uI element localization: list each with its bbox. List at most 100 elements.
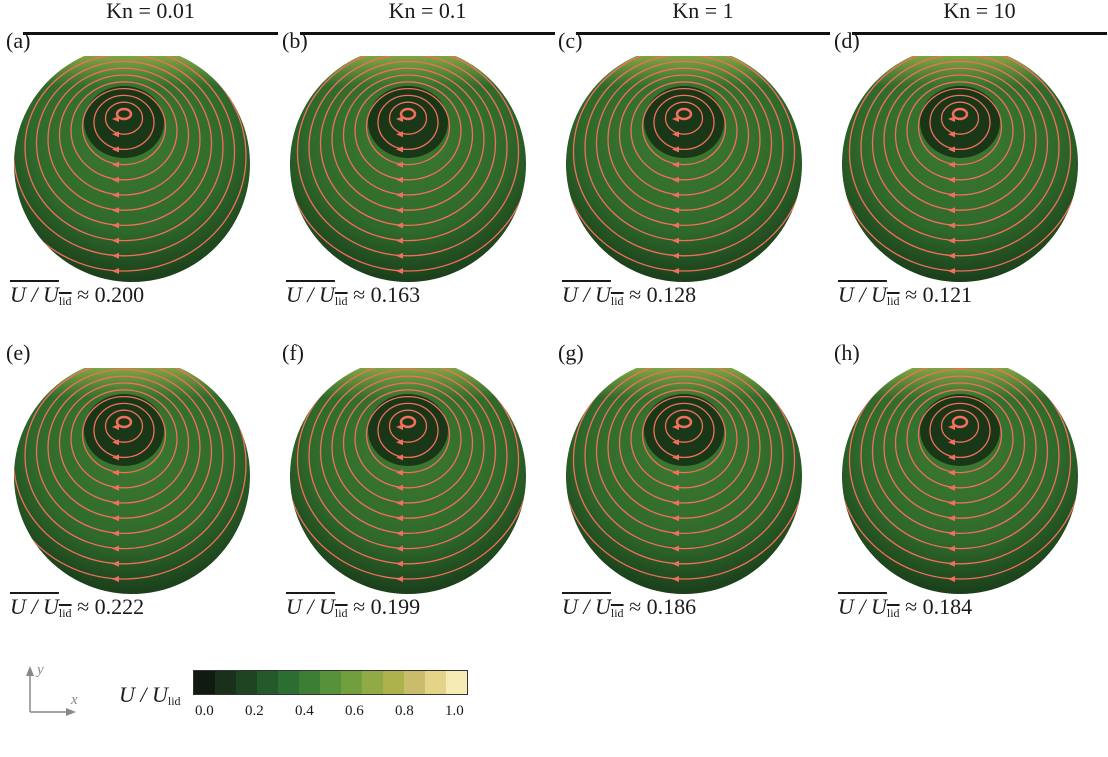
streamline	[47, 67, 201, 211]
colorbar-swatch	[236, 671, 257, 694]
flow-arrow	[948, 252, 955, 259]
streamline	[14, 368, 236, 565]
streamline	[883, 375, 1037, 519]
flow-arrow	[672, 222, 679, 229]
streamline	[14, 56, 247, 272]
streamline	[399, 107, 417, 121]
streamline	[24, 368, 224, 550]
streamline	[894, 382, 1026, 504]
flow-arrow	[948, 515, 955, 522]
streamline	[14, 56, 236, 257]
flow-arrow	[112, 545, 119, 552]
panel-label: (c)	[558, 28, 583, 53]
streamline	[618, 382, 750, 504]
flow-field	[842, 368, 1079, 594]
panel-label: (d)	[834, 28, 860, 53]
flow-arrow	[948, 469, 955, 476]
flow-arrow	[948, 116, 955, 122]
flow-arrow	[396, 454, 403, 461]
streamline	[58, 382, 190, 504]
streamline	[290, 368, 527, 580]
flow-arrow	[396, 161, 403, 168]
streamline	[951, 107, 969, 121]
panel-label: (f)	[282, 340, 304, 365]
colorbar-tick-label: 0.2	[245, 703, 264, 719]
streamline	[290, 56, 527, 272]
streamline	[917, 395, 1003, 474]
flow-arrow	[672, 424, 679, 430]
panel: (e) U / Ulid ≈ 0.222	[0, 340, 265, 630]
streamline	[675, 415, 693, 429]
flow-arrow	[948, 439, 955, 446]
flow-arrow	[396, 176, 403, 183]
streamline	[595, 60, 773, 227]
flow-arrow	[396, 500, 403, 506]
streamline	[331, 67, 485, 211]
streamline	[641, 395, 727, 474]
panel: (h) U / Ulid ≈ 0.184	[828, 340, 1093, 630]
streamline	[860, 368, 1060, 550]
colorbar-swatch	[362, 671, 383, 694]
flow-arrow	[672, 176, 679, 183]
flow-arrow	[396, 545, 403, 552]
flow-arrow	[948, 545, 955, 552]
panel: (d) U / Ulid ≈ 0.121	[828, 28, 1093, 318]
streamline	[595, 368, 773, 535]
mean-velocity: U / Ulid ≈ 0.121	[838, 282, 973, 308]
streamline	[354, 81, 462, 181]
flow-arrow	[672, 515, 679, 522]
streamline	[47, 375, 201, 519]
panel-label: (a)	[6, 28, 31, 53]
streamline	[104, 409, 144, 443]
streamline	[81, 87, 167, 166]
flow-field	[566, 56, 803, 282]
mean-velocity: U / Ulid ≈ 0.186	[562, 594, 697, 620]
streamline	[58, 74, 190, 196]
streamline	[906, 81, 1014, 181]
axis-label-y: y	[35, 662, 44, 678]
flow-arrow	[112, 176, 119, 183]
flow-arrow	[396, 116, 403, 122]
colorbar-tick-label: 0.0	[195, 703, 214, 719]
flow-arrow	[948, 131, 955, 138]
flow-arrow	[112, 131, 119, 138]
streamline	[365, 87, 451, 166]
flow-arrow	[112, 192, 119, 198]
streamline	[308, 56, 508, 242]
streamline	[377, 94, 439, 151]
streamline	[871, 368, 1049, 535]
streamline	[653, 402, 715, 459]
streamline	[319, 60, 497, 227]
streamline	[342, 74, 474, 196]
column-header-kn-0-1: Kn = 0.1	[300, 0, 555, 35]
flow-arrow	[112, 207, 119, 214]
flow-arrow	[112, 530, 119, 537]
colorbar-swatch	[383, 671, 404, 694]
streamline	[81, 395, 167, 474]
flow-arrow	[396, 207, 403, 214]
streamline	[93, 94, 155, 151]
mean-velocity: U / Ulid ≈ 0.199	[286, 594, 421, 620]
flow-arrow	[396, 146, 403, 153]
colorbar-tick-label: 0.8	[395, 703, 414, 719]
column-header-kn-10: Kn = 10	[852, 0, 1107, 35]
flow-arrow	[672, 131, 679, 138]
streamline	[940, 101, 980, 135]
panel: (c) U / Ulid ≈ 0.128	[552, 28, 817, 318]
column-header-kn-1: Kn = 1	[576, 0, 830, 35]
legend: y x U / Ulid 0.0 0.2 0.4 0.6 0.8 1.0	[15, 660, 495, 750]
colorbar-swatch	[257, 671, 278, 694]
flow-arrow	[112, 454, 119, 461]
streamline	[607, 375, 761, 519]
axis-label-x: x	[70, 692, 78, 708]
flow-arrow	[672, 469, 679, 476]
colorbar-swatch	[215, 671, 236, 694]
flow-arrow	[112, 515, 119, 522]
streamline	[940, 409, 980, 443]
flow-arrow	[112, 252, 119, 259]
flow-arrow	[672, 545, 679, 552]
mean-velocity: U / Ulid ≈ 0.128	[562, 282, 697, 308]
flow-arrow	[672, 192, 679, 198]
streamline	[115, 415, 133, 429]
legend-title: U / Ulid	[119, 682, 181, 708]
